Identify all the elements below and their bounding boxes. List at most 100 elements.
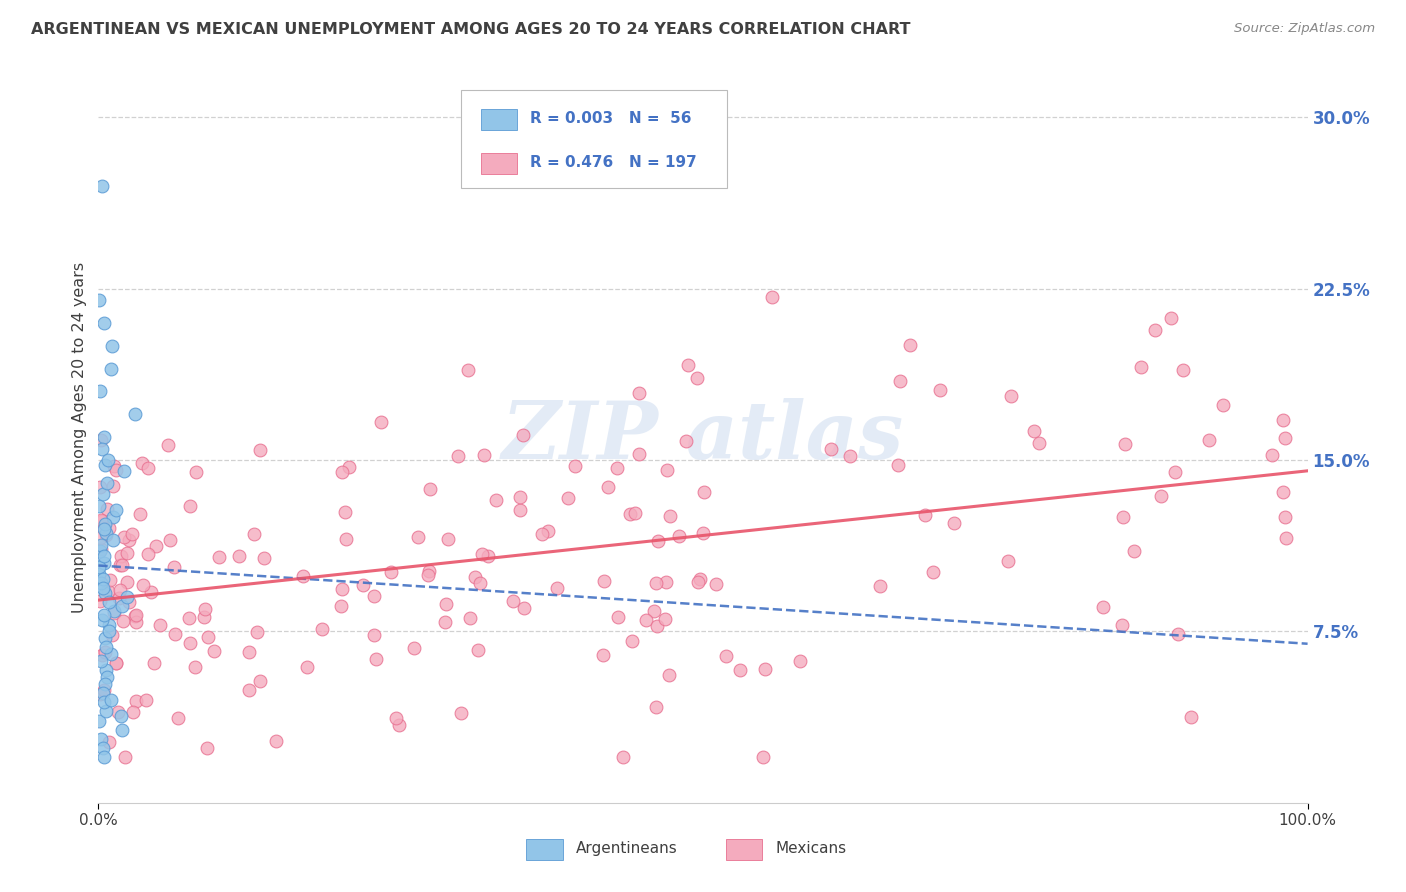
Point [1198, 433, 1220, 447]
Point [128, 507, 150, 521]
Point [1274, 431, 1296, 445]
Point [112, 615, 135, 629]
Point [197, 630, 219, 644]
Point [887, 458, 910, 472]
Point [869, 579, 891, 593]
Point [115, 574, 138, 589]
Text: Argentineans: Argentineans [576, 840, 678, 855]
Point [98, 573, 121, 587]
Point [132, 578, 155, 592]
Point [1091, 599, 1114, 614]
Point [94, 640, 117, 655]
Point [93, 695, 115, 709]
Point [103, 458, 125, 473]
Point [100, 647, 122, 661]
Point [94, 458, 117, 472]
Point [754, 661, 776, 675]
Point [179, 499, 201, 513]
Point [90, 731, 112, 746]
Point [163, 560, 186, 574]
Point [363, 628, 385, 642]
FancyBboxPatch shape [461, 90, 727, 188]
Point [108, 582, 131, 597]
Point [135, 693, 157, 707]
Point [96, 670, 118, 684]
Point [264, 734, 287, 748]
Point [406, 531, 429, 545]
Point [91, 686, 114, 700]
Point [291, 569, 314, 583]
Point [644, 700, 666, 714]
Point [246, 624, 269, 639]
Point [121, 526, 143, 541]
Point [363, 590, 385, 604]
Point [90, 576, 112, 591]
Point [112, 530, 135, 544]
Point [598, 480, 620, 494]
Point [297, 659, 319, 673]
Point [643, 604, 665, 618]
Point [714, 648, 737, 663]
Point [104, 463, 127, 477]
Point [94, 663, 117, 677]
Point [434, 615, 457, 630]
Point [509, 490, 531, 504]
Point [1112, 509, 1135, 524]
Point [467, 642, 489, 657]
Point [93, 556, 115, 570]
Point [167, 711, 190, 725]
Point [108, 591, 131, 605]
Point [98, 617, 121, 632]
Point [728, 663, 751, 677]
Point [103, 478, 125, 492]
Point [537, 524, 560, 538]
Point [89, 480, 111, 494]
Text: ZIP atlas: ZIP atlas [502, 399, 904, 475]
Point [686, 575, 709, 590]
Point [689, 572, 711, 586]
Point [91, 740, 114, 755]
Point [249, 442, 271, 457]
Point [89, 384, 111, 399]
Point [676, 358, 699, 372]
Point [468, 575, 491, 590]
Point [93, 430, 115, 444]
Point [330, 465, 353, 479]
Point [557, 491, 579, 506]
Point [1160, 311, 1182, 326]
Point [93, 683, 115, 698]
Point [93, 750, 115, 764]
Point [419, 483, 441, 497]
Point [125, 615, 148, 630]
Point [335, 532, 357, 546]
Point [107, 705, 129, 719]
Point [90, 433, 112, 447]
Point [165, 626, 187, 640]
Point [105, 657, 128, 671]
Point [333, 504, 356, 518]
Point [228, 549, 250, 563]
Point [91, 572, 114, 586]
Point [243, 526, 266, 541]
Point [89, 499, 111, 513]
Point [93, 549, 115, 563]
Point [457, 362, 479, 376]
Point [1143, 323, 1166, 337]
Point [149, 618, 172, 632]
Point [91, 514, 114, 528]
Point [889, 374, 911, 388]
Point [502, 594, 524, 608]
Point [1129, 360, 1152, 375]
Point [101, 628, 124, 642]
Point [97, 521, 120, 535]
Point [450, 706, 472, 720]
Point [93, 516, 115, 531]
Point [93, 521, 115, 535]
Text: Source: ZipAtlas.com: Source: ZipAtlas.com [1234, 22, 1375, 36]
Point [124, 407, 146, 421]
Point [311, 622, 333, 636]
Point [115, 546, 138, 560]
Point [366, 652, 388, 666]
Point [195, 740, 218, 755]
Point [330, 599, 353, 613]
